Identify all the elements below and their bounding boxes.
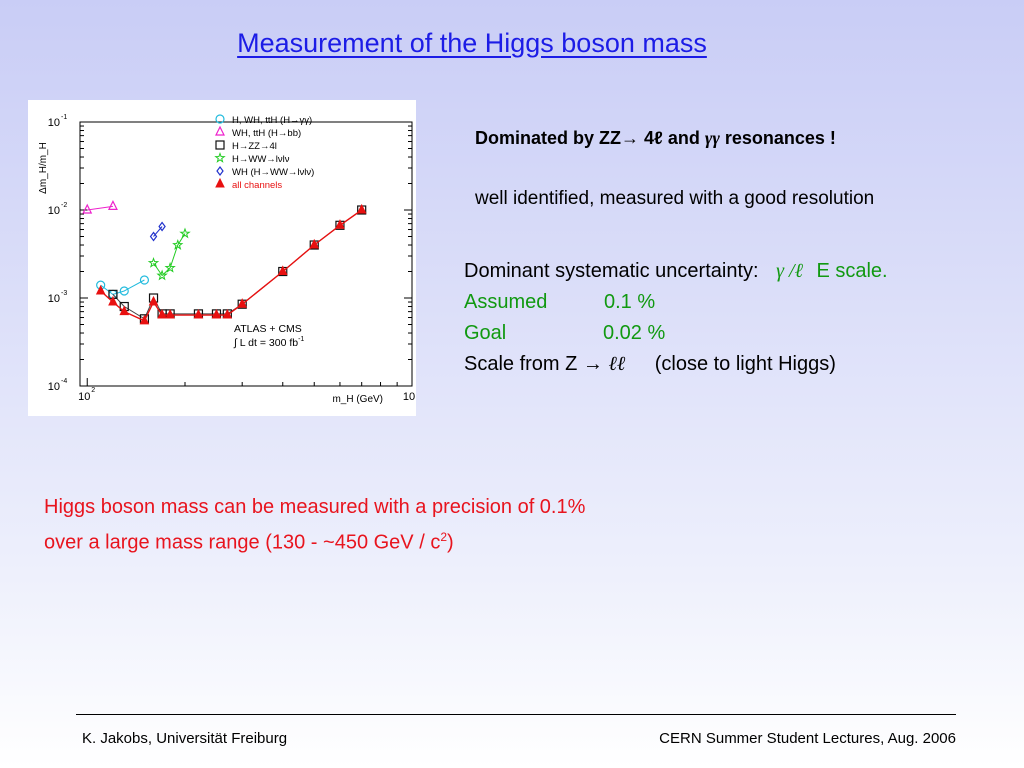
y-tick-label: 10 bbox=[48, 117, 60, 129]
goal-row: Goal 0.02 % bbox=[464, 318, 888, 349]
series-3 bbox=[147, 227, 191, 281]
data-point bbox=[179, 227, 191, 239]
data-point bbox=[309, 238, 320, 249]
legend-label: WH, ttH (H→bb) bbox=[232, 128, 301, 139]
y-tick-label: 10 bbox=[48, 381, 60, 393]
footer-event: CERN Summer Student Lectures, Aug. 2006 bbox=[659, 730, 956, 747]
x-tick-exponent: 2 bbox=[91, 387, 95, 394]
series-line bbox=[100, 209, 363, 322]
arrow-symbol: → bbox=[621, 128, 640, 148]
gamma-gamma-symbol: γγ bbox=[704, 128, 720, 148]
chart-svg: 10-110-210-310-4102103 H, WH, ttH (H→γγ)… bbox=[38, 114, 415, 405]
conclusion-line-2-text: over a large mass range (130 - ~450 GeV … bbox=[44, 531, 441, 554]
data-point bbox=[119, 286, 129, 296]
data-point bbox=[158, 221, 166, 232]
y-tick-label: 10 bbox=[48, 205, 60, 217]
data-point bbox=[277, 265, 288, 276]
x-tick-label: 10 bbox=[403, 391, 415, 403]
assumed-label: Assumed bbox=[464, 291, 548, 313]
data-point bbox=[165, 308, 175, 319]
e-scale-text: E scale. bbox=[816, 260, 888, 282]
data-point bbox=[237, 298, 247, 308]
systematics-row: Dominant systematic uncertainty: γ /ℓ E … bbox=[464, 256, 888, 287]
legend-marker bbox=[215, 114, 225, 124]
series-line bbox=[87, 205, 113, 211]
footer-divider bbox=[76, 714, 956, 715]
data-point bbox=[148, 295, 159, 306]
x-tick-label: 10 bbox=[78, 391, 90, 403]
slide-title: Measurement of the Higgs boson mass bbox=[237, 28, 707, 58]
series-1 bbox=[82, 200, 118, 214]
x-axis-label: m_H (GeV) bbox=[332, 394, 383, 405]
series-5 bbox=[95, 203, 367, 325]
data-point bbox=[108, 295, 118, 306]
data-point bbox=[211, 308, 222, 319]
conclusion-line-2-end: ) bbox=[447, 531, 454, 554]
headline-prefix: Dominated by ZZ bbox=[475, 128, 622, 148]
data-point bbox=[139, 275, 150, 285]
assumed-value: 0.1 % bbox=[604, 291, 656, 313]
goal-value: 0.02 % bbox=[603, 322, 666, 344]
plot-frame bbox=[79, 121, 413, 387]
legend-marker bbox=[214, 152, 226, 163]
legend-label: H→WW→lνlν bbox=[232, 154, 290, 165]
data-point bbox=[222, 308, 233, 319]
y-tick-label: 10 bbox=[48, 293, 60, 305]
arrow-symbol: → bbox=[582, 353, 603, 375]
legend-marker bbox=[215, 177, 225, 188]
series-line bbox=[153, 233, 186, 277]
systematics-label: Dominant systematic uncertainty: bbox=[464, 260, 759, 282]
y-axis-label: Δm_H/m_H bbox=[38, 142, 49, 194]
headline: Dominated by ZZ→ 4ℓ and γγ resonances ! bbox=[475, 128, 836, 149]
scale-row: Scale from Z → ℓℓ (close to light Higgs) bbox=[464, 349, 888, 380]
series-line bbox=[100, 279, 145, 295]
data-point bbox=[157, 308, 167, 319]
series-2 bbox=[108, 205, 367, 324]
data-point bbox=[156, 269, 168, 281]
data-point bbox=[95, 284, 106, 295]
y-tick-exponent: -2 bbox=[61, 202, 67, 209]
y-tick-exponent: -1 bbox=[61, 114, 67, 121]
legend-label: WH (H→WW→lνlν) bbox=[232, 167, 314, 178]
data-point bbox=[119, 305, 130, 316]
data-point bbox=[193, 308, 204, 319]
conclusion: Higgs boson mass can be measured with a … bbox=[44, 492, 585, 558]
legend-label: all channels bbox=[232, 180, 282, 191]
mass-resolution-plot: 10-110-210-310-4102103 H, WH, ttH (H→γγ)… bbox=[28, 100, 416, 416]
footer-author: K. Jakobs, Universität Freiburg bbox=[82, 730, 288, 747]
series-4 bbox=[149, 221, 166, 242]
scale-note: (close to light Higgs) bbox=[654, 353, 836, 375]
legend-marker bbox=[215, 140, 225, 150]
headline-middle: 4ℓ and bbox=[639, 128, 705, 148]
data-point bbox=[149, 231, 158, 242]
data-point bbox=[82, 203, 93, 214]
assumed-row: Assumed 0.1 % bbox=[464, 287, 888, 318]
legend-label: H, WH, ttH (H→γγ) bbox=[232, 115, 312, 126]
data-point bbox=[107, 200, 118, 210]
conclusion-line-1: Higgs boson mass can be measured with a … bbox=[44, 496, 586, 518]
data-point bbox=[356, 203, 367, 214]
conclusion-superscript: 2 bbox=[440, 530, 448, 544]
data-point bbox=[147, 256, 160, 268]
conclusion-line-2: over a large mass range (130 - ~450 GeV … bbox=[44, 522, 585, 558]
legend-label: H→ZZ→4l bbox=[232, 141, 277, 152]
data-point bbox=[335, 219, 345, 229]
subline: well identified, measured with a good re… bbox=[475, 188, 875, 209]
goal-label: Goal bbox=[464, 322, 507, 344]
gamma-lepton-symbol: γ /ℓ bbox=[776, 260, 803, 282]
data-point bbox=[172, 238, 184, 250]
y-tick-exponent: -3 bbox=[61, 290, 67, 297]
legend-marker bbox=[216, 166, 224, 176]
dilepton-symbol: ℓℓ bbox=[608, 353, 626, 375]
systematics-block: Dominant systematic uncertainty: γ /ℓ E … bbox=[464, 256, 888, 380]
data-point bbox=[164, 261, 176, 273]
y-tick-exponent: -4 bbox=[61, 378, 67, 385]
annotation-luminosity: ∫ L dt = 300 fb-1 bbox=[233, 336, 304, 349]
annotation-superscript: -1 bbox=[298, 336, 304, 343]
headline-suffix: resonances ! bbox=[719, 128, 836, 148]
annotation-experiments: ATLAS + CMS bbox=[234, 323, 302, 335]
scale-prefix: Scale from Z bbox=[464, 353, 583, 375]
data-point bbox=[139, 314, 150, 325]
legend-marker bbox=[215, 125, 225, 136]
